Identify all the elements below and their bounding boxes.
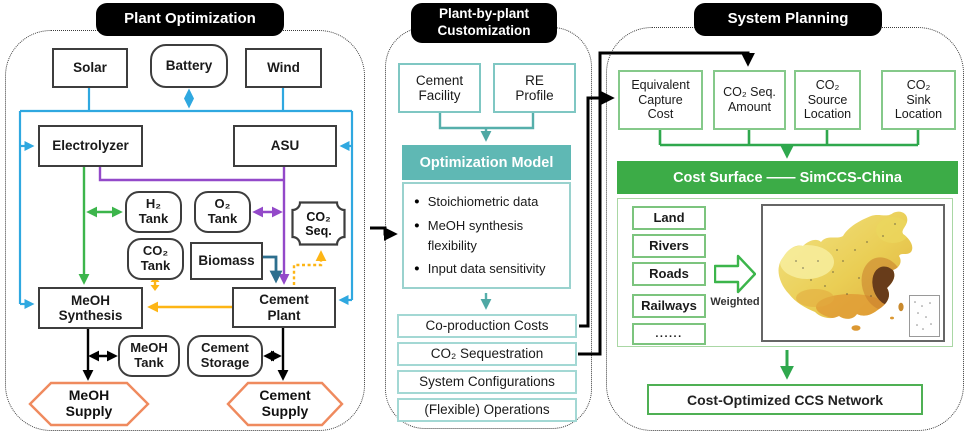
bullet-text: MeOH synthesis flexibility	[427, 218, 524, 253]
cement-supply-label: Cement Supply	[259, 387, 311, 419]
node-system-configurations: System Configurations	[397, 370, 577, 394]
node-re-profile: RE Profile	[493, 63, 576, 113]
node-cement-plant: Cement Plant	[232, 287, 336, 328]
china-cost-surface-map	[761, 204, 945, 342]
node-layer-railways: Railways	[632, 294, 706, 318]
meoh-supply-label: MeOH Supply	[65, 387, 113, 419]
title-plant-by-plant-customization: Plant-by-plant Customization	[411, 3, 557, 43]
list-item: ● MeOH synthesis flexibility	[414, 216, 565, 255]
list-item: ● Input data sensitivity	[414, 259, 565, 279]
node-electrolyzer: Electrolyzer	[38, 125, 143, 167]
cost-surface-header: Cost Surface —— SimCCS-China	[617, 161, 958, 194]
node-co2-source-location: CO₂ Source Location	[794, 70, 861, 130]
node-co2-tank: CO₂ Tank	[127, 238, 184, 280]
map-inset-legend	[909, 295, 940, 337]
node-o2-tank: O₂ Tank	[194, 191, 251, 233]
node-co2-sink-location: CO₂ Sink Location	[881, 70, 956, 130]
bullet-text: Input data sensitivity	[427, 261, 546, 277]
title-system-planning: System Planning	[694, 3, 882, 36]
node-layer-more: ......	[632, 323, 706, 345]
title-plant-optimization: Plant Optimization	[96, 3, 284, 36]
node-meoh-tank: MeOH Tank	[118, 335, 180, 377]
node-co2-seq-label: CO₂ Seq.	[305, 209, 332, 238]
node-co2-sequestration-output: CO₂ Sequestration	[397, 342, 577, 366]
node-co2-sequestration-plaque: CO₂ Seq.	[291, 201, 346, 246]
node-meoh-synthesis: MeOH Synthesis	[38, 287, 143, 329]
model-feature-list: ● Stoichiometric data ● MeOH synthesis f…	[402, 182, 571, 289]
node-cement-storage: Cement Storage	[187, 335, 263, 377]
bullet-icon: ●	[414, 263, 420, 275]
node-h2-tank: H₂ Tank	[125, 191, 182, 233]
node-cement-supply: Cement Supply	[226, 381, 344, 427]
node-cement-facility: Cement Facility	[398, 63, 481, 113]
node-layer-roads: Roads	[632, 262, 706, 286]
weighted-label: Weighted	[710, 296, 760, 308]
hexagon-shape-icon	[28, 381, 150, 427]
inset-detail-image	[914, 301, 932, 330]
node-flexible-operations: (Flexible) Operations	[397, 398, 577, 422]
weighted-block-arrow-icon	[714, 254, 756, 294]
node-meoh-supply: MeOH Supply	[28, 381, 150, 427]
node-layer-land: Land	[632, 206, 706, 230]
node-coproduction-costs: Co-production Costs	[397, 314, 577, 338]
node-asu: ASU	[233, 125, 337, 167]
node-co2-seq-amount: CO₂ Seq. Amount	[713, 70, 786, 130]
bullet-icon: ●	[414, 196, 420, 208]
node-wind: Wind	[245, 48, 322, 88]
node-layer-rivers: Rivers	[632, 234, 706, 258]
plaque-shape-icon	[291, 201, 346, 246]
bullet-text: Stoichiometric data	[427, 194, 539, 210]
hexagon-shape-icon	[226, 381, 344, 427]
node-battery: Battery	[150, 44, 228, 88]
node-equivalent-capture-cost: Equivalent Capture Cost	[618, 70, 703, 130]
node-solar: Solar	[52, 48, 128, 88]
china-map-image	[778, 211, 913, 331]
node-biomass: Biomass	[190, 242, 263, 280]
node-cost-optimized-ccs-network: Cost-Optimized CCS Network	[647, 384, 923, 415]
list-item: ● Stoichiometric data	[414, 192, 565, 212]
bullet-icon: ●	[414, 220, 420, 231]
optimization-model-header: Optimization Model	[402, 145, 571, 180]
